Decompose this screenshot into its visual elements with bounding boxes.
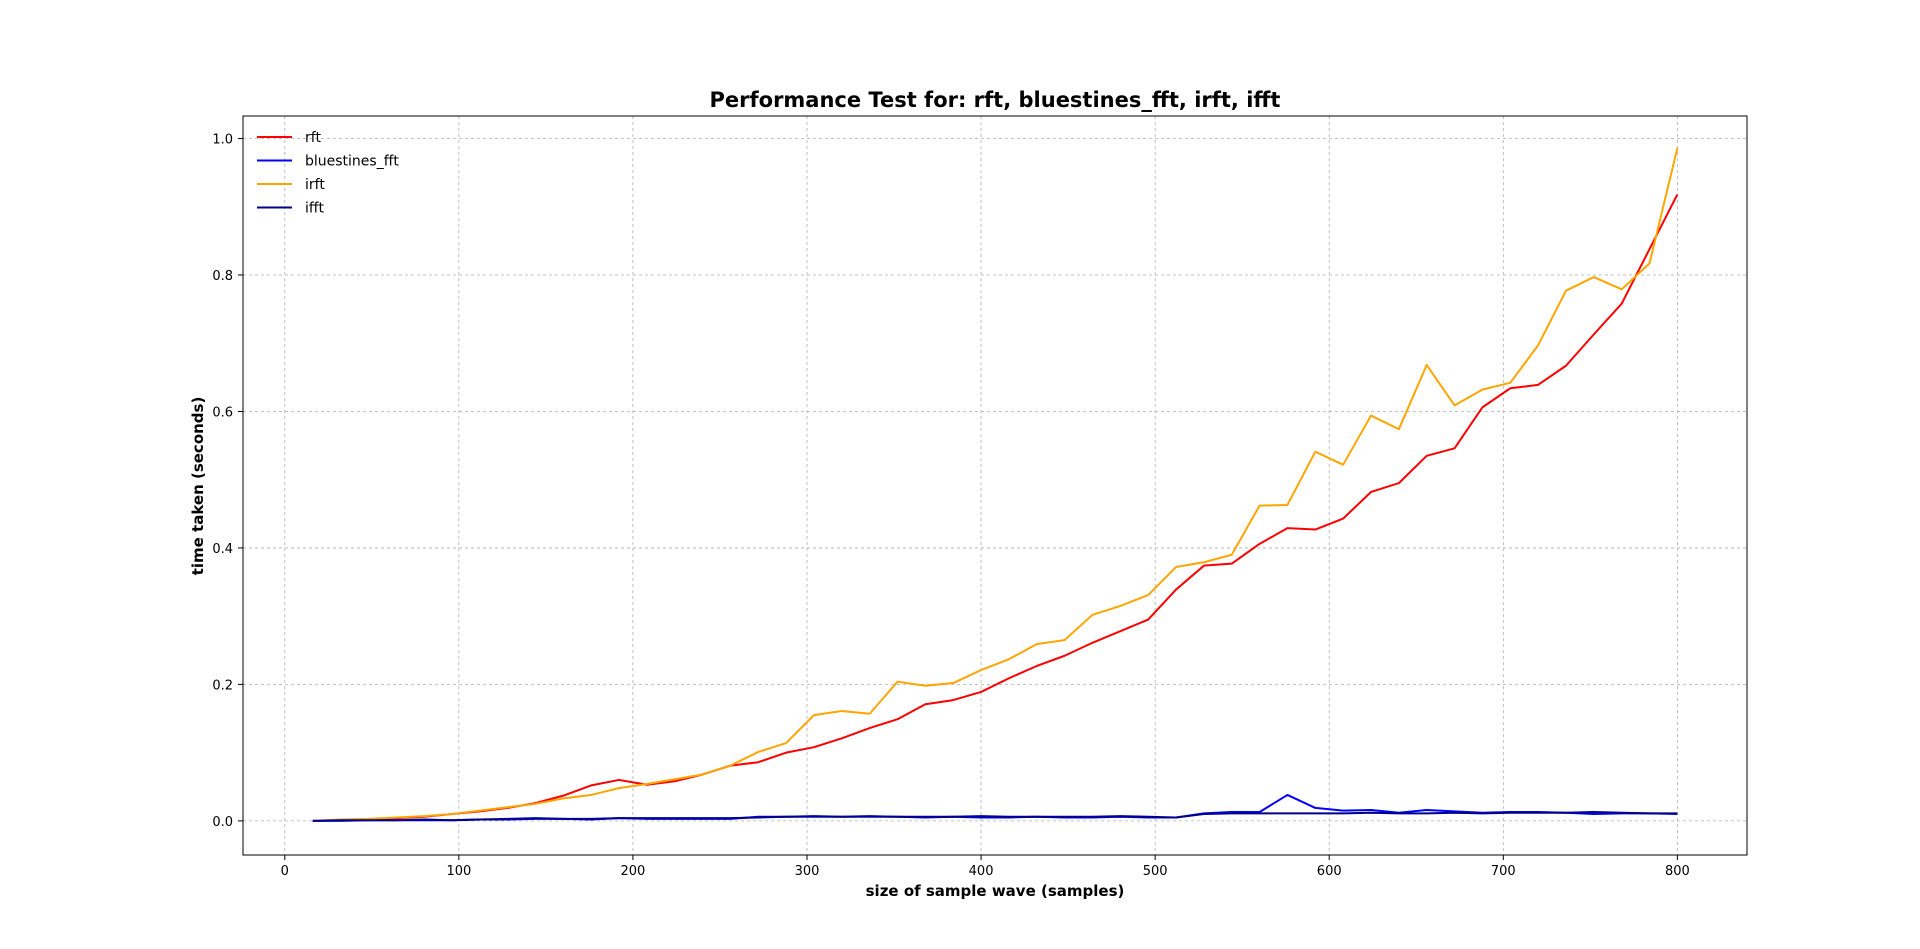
x-tick-label: 200 <box>621 864 646 879</box>
series-layer <box>312 147 1679 822</box>
x-tick-label: 700 <box>1491 864 1516 879</box>
x-tick-label: 400 <box>969 864 994 879</box>
y-tick-label: 1.0 <box>212 133 233 148</box>
x-tick-label: 100 <box>446 864 471 879</box>
series-line-irft <box>312 147 1679 822</box>
y-axis-label: time taken (seconds) <box>189 397 207 576</box>
grid-layer <box>243 116 1747 855</box>
y-tick-label: 0.8 <box>212 269 233 284</box>
x-axis-label: size of sample wave (samples) <box>866 882 1125 900</box>
x-tick-label: 300 <box>795 864 820 879</box>
legend-label-irft: irft <box>305 177 325 193</box>
x-tick-label: 0 <box>281 864 289 879</box>
legend-label-rft: rft <box>305 130 321 146</box>
series-line-rft <box>312 194 1679 822</box>
x-tick-label: 500 <box>1143 864 1168 879</box>
x-tick-label: 600 <box>1317 864 1342 879</box>
chart-title: Performance Test for: rft, bluestines_ff… <box>710 88 1281 112</box>
legend-label-ifft: ifft <box>305 201 325 217</box>
y-tick-label: 0.6 <box>212 405 233 420</box>
y-tick-label: 0.4 <box>212 542 233 557</box>
plot-frame <box>242 115 1748 856</box>
series-line-ifft <box>312 811 1678 822</box>
y-tick-label: 0.2 <box>212 678 233 693</box>
ticks-layer: 0 100 200 300 400 500 600 700 800 0.0 0.2 0.4 0.6 0.8… <box>212 133 1689 879</box>
x-tick-label: 800 <box>1665 864 1690 879</box>
legend-label-bluestines-fft: bluestines_fft <box>305 154 399 170</box>
y-tick-label: 0.0 <box>212 815 233 830</box>
